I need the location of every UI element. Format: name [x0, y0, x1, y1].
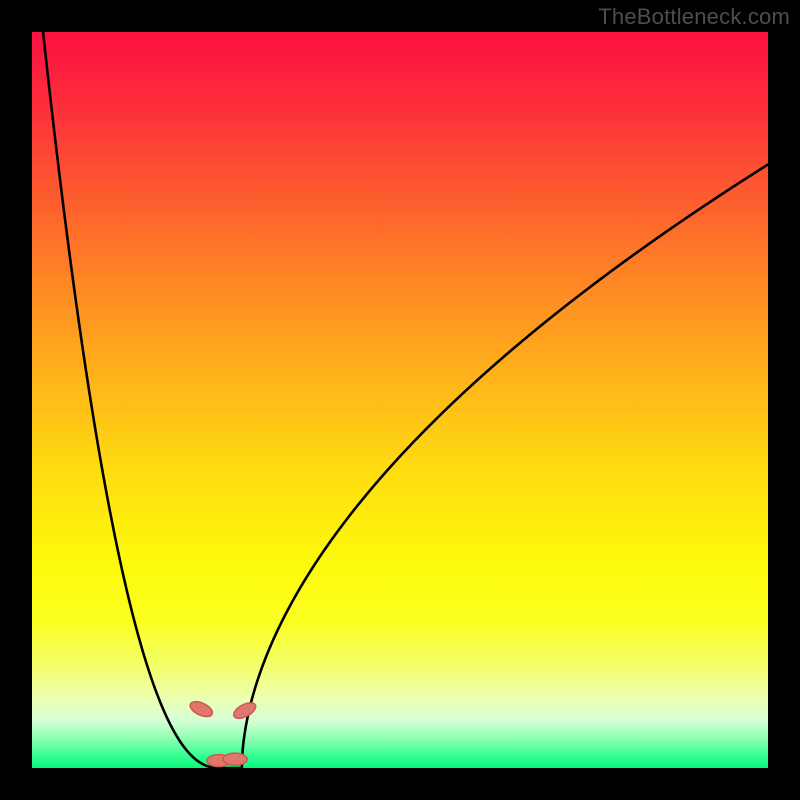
marker-lozenge: [223, 753, 247, 765]
plot-gradient: [32, 32, 768, 768]
bottleneck-chart-svg: [0, 0, 800, 800]
chart-root: TheBottleneck.com: [0, 0, 800, 800]
watermark-text: TheBottleneck.com: [598, 4, 790, 30]
